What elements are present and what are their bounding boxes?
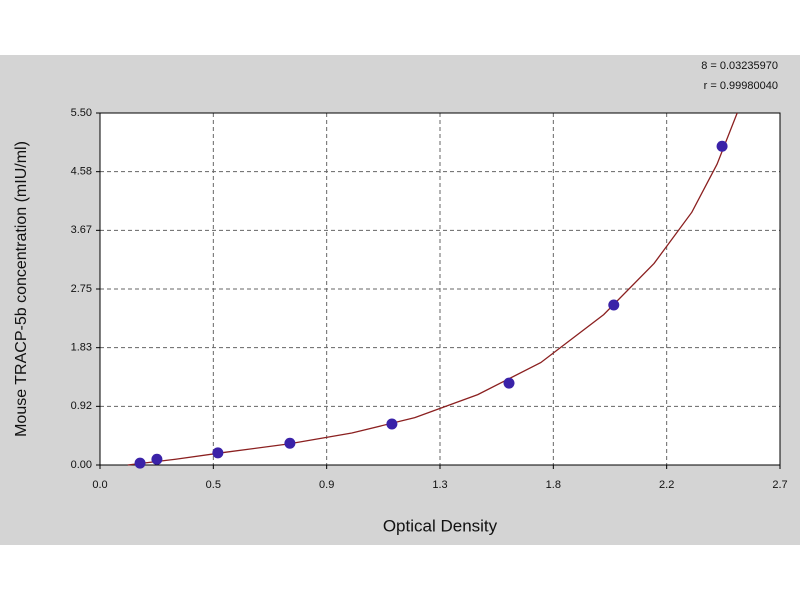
data-point bbox=[151, 453, 163, 465]
x-tick-label: 0.9 bbox=[319, 479, 334, 491]
plot-border bbox=[99, 112, 781, 466]
x-tick-label: 1.3 bbox=[432, 479, 447, 491]
x-tick-label: 0.0 bbox=[92, 479, 107, 491]
y-tick-label: 4.58 bbox=[71, 166, 92, 178]
fit-curve bbox=[127, 112, 738, 466]
x-tick-label: 2.2 bbox=[659, 479, 674, 491]
x-axis-label: Optical Density bbox=[383, 516, 498, 535]
y-tick-label: 1.83 bbox=[71, 342, 92, 354]
data-point bbox=[716, 140, 728, 152]
y-axis-label: Mouse TRACP-5b concentration (mIU/ml) bbox=[13, 141, 30, 437]
annotation: r = 0.99980040 bbox=[704, 80, 778, 92]
x-tick-label: 2.7 bbox=[772, 479, 787, 491]
data-point bbox=[386, 418, 398, 430]
data-point bbox=[503, 377, 515, 389]
data-point bbox=[284, 437, 296, 449]
y-tick-label: 2.75 bbox=[71, 283, 92, 295]
y-tick-label: 0.92 bbox=[71, 400, 92, 412]
x-tick-label: 1.8 bbox=[546, 479, 561, 491]
data-point bbox=[212, 447, 224, 459]
data-point bbox=[134, 457, 146, 469]
y-tick-label: 0.00 bbox=[71, 459, 92, 471]
y-tick-label: 5.50 bbox=[71, 107, 92, 119]
x-tick-label: 0.5 bbox=[206, 479, 221, 491]
annotation: 8 = 0.03235970 bbox=[701, 60, 778, 72]
y-tick-label: 3.67 bbox=[71, 224, 92, 236]
data-point bbox=[608, 299, 620, 311]
